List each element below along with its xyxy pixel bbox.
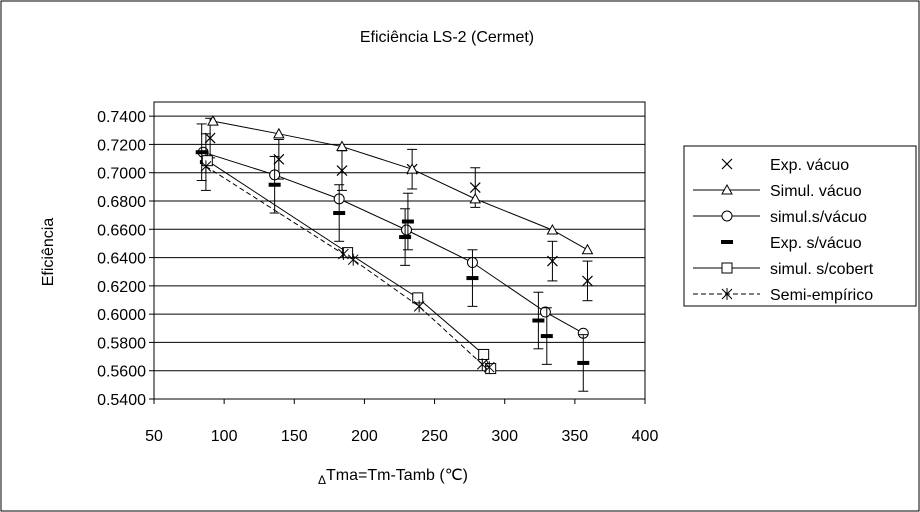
point-marker-dash: [466, 276, 479, 281]
legend-label: Exp. vácuo: [770, 157, 849, 174]
x-axis-label-text: Tma=Tm-Tamb (℃): [326, 467, 468, 484]
y-tick-label: 0.6200: [97, 279, 146, 296]
point-marker-dash: [399, 235, 412, 240]
point-marker-dash: [577, 360, 590, 365]
series-layer: [195, 115, 594, 392]
point-marker-asterisk: [413, 300, 425, 313]
y-tick-label: 0.6400: [97, 251, 146, 268]
legend: Exp. vácuo Simul. vácuo simul.s/vácuo Exp. …: [693, 157, 874, 304]
gridlines: [154, 115, 645, 372]
x-tick-label: 250: [421, 428, 448, 445]
y-tick-label: 0.5400: [97, 392, 146, 409]
y-axis-label: Eficiência: [40, 218, 57, 287]
point-marker-asterisk: [483, 361, 495, 374]
x-tick-label: 300: [491, 428, 518, 445]
legend-item: simul. s/cobert: [693, 261, 874, 278]
y-tick-label: 0.6000: [97, 307, 146, 324]
point-marker-dash: [721, 240, 733, 244]
x-tick-label: 350: [562, 428, 589, 445]
point-marker-dash: [532, 318, 545, 323]
legend-label: Exp. s/vácuo: [770, 235, 862, 252]
plot-area: [153, 101, 646, 400]
point-marker-asterisk: [200, 160, 212, 173]
point-marker-triangle: [721, 183, 733, 195]
point-marker-asterisk: [476, 358, 488, 371]
point-marker-square: [412, 292, 424, 304]
x-axis-ticks: 50 100 150 200 250 300 350 400: [145, 399, 658, 445]
point-marker-x: [204, 132, 216, 144]
x-tick-label: 100: [211, 428, 238, 445]
point-marker-triangle: [406, 163, 418, 174]
legend-label: simul. s/cobert: [770, 261, 874, 278]
point-marker-dash: [333, 211, 346, 216]
point-marker-dash: [268, 182, 281, 187]
delta-symbol: Δ: [318, 473, 326, 487]
legend-item: Exp. s/vácuo: [721, 235, 862, 252]
y-tick-label: 0.7400: [97, 109, 146, 126]
legend-label: Semi-empírico: [770, 287, 873, 304]
y-tick-label: 0.6600: [97, 222, 146, 239]
y-tick-label: 0.5600: [97, 364, 146, 381]
point-marker-dash: [401, 219, 414, 224]
point-marker-circle: [721, 210, 733, 222]
legend-item: simul.s/vácuo: [693, 209, 867, 226]
point-marker-asterisk: [338, 248, 349, 261]
point-marker-triangle: [546, 223, 559, 235]
point-marker-x: [469, 182, 481, 193]
x-tick-label: 150: [281, 428, 308, 445]
x-tick-label: 400: [632, 428, 659, 445]
point-marker-x: [546, 255, 558, 267]
point-marker-asterisk: [347, 253, 359, 266]
legend-item: Semi-empírico: [693, 287, 873, 304]
legend-item: Exp. vácuo: [721, 157, 849, 174]
point-marker-triangle: [581, 243, 594, 255]
chart-title: Eficiência LS-2 (Cermet): [360, 29, 534, 46]
y-tick-label: 0.5800: [97, 335, 146, 352]
point-marker-x: [721, 158, 733, 170]
series-6: [200, 160, 495, 374]
point-marker-x: [273, 153, 285, 165]
point-marker-triangle: [336, 140, 348, 152]
y-tick-label: 0.7200: [97, 137, 146, 154]
point-marker-x: [336, 165, 348, 177]
y-axis-ticks: 0.5400 0.5600 0.5800 0.6000 0.6200 0.6400 0.66…: [97, 109, 154, 409]
legend-box: [683, 145, 917, 307]
point-marker-square: [201, 155, 213, 167]
legend-label: simul.s/vácuo: [770, 209, 867, 226]
x-tick-label: 50: [145, 428, 163, 445]
point-marker-asterisk: [721, 288, 733, 300]
y-tick-label: 0.6800: [97, 194, 146, 211]
point-marker-dash: [540, 334, 553, 339]
x-axis-label: ΔTma=Tm-Tamb (℃): [318, 467, 468, 487]
point-marker-x: [582, 275, 593, 287]
point-marker-triangle: [469, 192, 482, 204]
point-marker-triangle: [207, 115, 219, 126]
point-marker-triangle: [273, 127, 285, 139]
x-tick-label: 200: [351, 428, 378, 445]
point-marker-dash: [195, 150, 208, 155]
point-marker-square: [478, 348, 490, 360]
legend-label: Simul. vácuo: [770, 183, 862, 200]
point-marker-square: [721, 262, 733, 274]
legend-item: Simul. vácuo: [693, 183, 862, 200]
point-marker-circle: [401, 224, 413, 236]
series-2: [207, 115, 594, 255]
point-marker-circle: [539, 306, 551, 318]
y-tick-label: 0.7000: [97, 166, 146, 183]
